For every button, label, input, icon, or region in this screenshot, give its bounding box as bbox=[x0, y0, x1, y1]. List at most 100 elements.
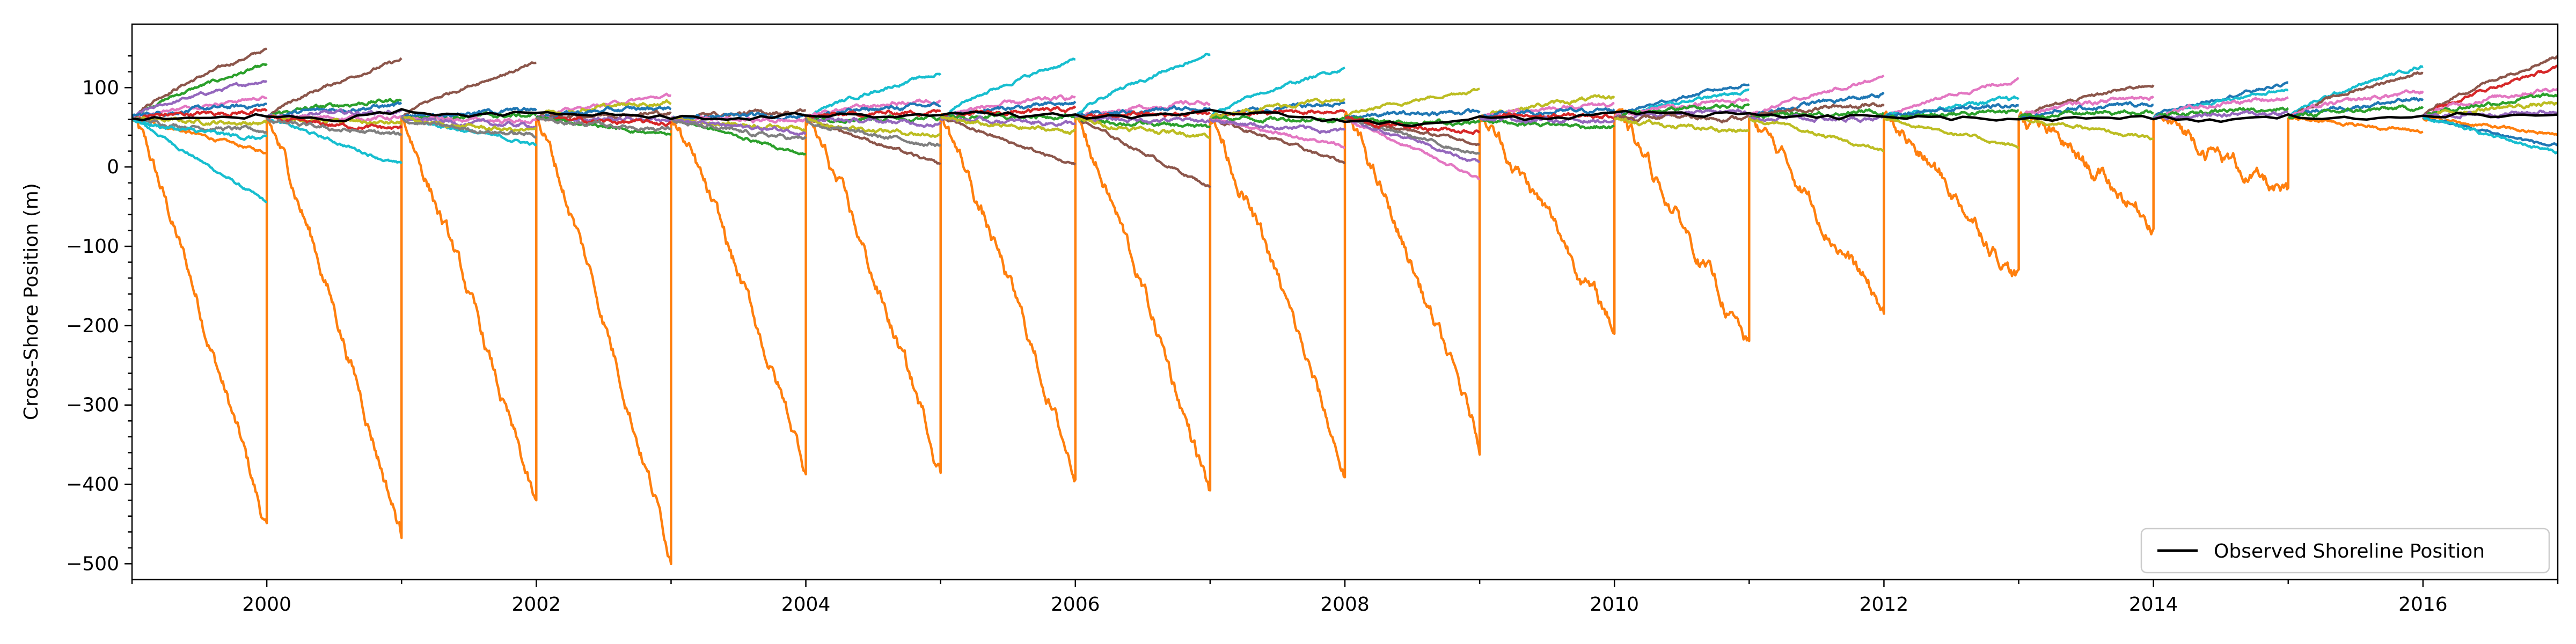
forecast-line-2001-pink-5 bbox=[400, 114, 537, 125]
x-tick-label: 2016 bbox=[2398, 594, 2448, 616]
y-tick-label: 0 bbox=[107, 156, 119, 178]
forecast-line-2002-olive-2 bbox=[536, 99, 672, 120]
forecast-line-2013-green-4 bbox=[2018, 109, 2154, 120]
y-axis: 100 0 −100 −200 −300 −400 −500 bbox=[66, 55, 132, 575]
forecast-line-2011-brown-3 bbox=[1748, 102, 1885, 119]
legend-observed-label: Observed Shoreline Position bbox=[2214, 540, 2485, 562]
y-tick-label: −500 bbox=[66, 553, 119, 575]
forecast-line-2010-olive-7 bbox=[1613, 116, 1750, 133]
y-tick-label: 100 bbox=[82, 77, 119, 99]
forecast-line-2004-cyan-1 bbox=[804, 72, 942, 119]
forecast-line-1999-orange-0 bbox=[132, 117, 268, 525]
forecast-line-2016-brown-0 bbox=[2421, 55, 2558, 119]
forecast-line-1999-purple-5 bbox=[132, 79, 268, 119]
forecast-line-2015-orange-0 bbox=[2287, 116, 2424, 134]
x-tick-label: 2002 bbox=[512, 594, 561, 616]
forecast-line-2003-orange-0 bbox=[670, 117, 807, 475]
forecast-line-2001-orange-0 bbox=[401, 116, 538, 502]
forecast-line-2016-green-3 bbox=[2422, 92, 2558, 120]
forecast-line-2016-red-1 bbox=[2422, 64, 2558, 119]
forecast-line-2014-orange-0 bbox=[2153, 113, 2290, 192]
forecast-line-2015-pink-3 bbox=[2287, 89, 2424, 119]
forecast-line-2006-orange-0 bbox=[1074, 113, 1212, 492]
forecast-line-2012-pink-1 bbox=[1884, 77, 2019, 119]
forecast-line-2000-red-8 bbox=[266, 115, 403, 131]
y-tick-label: −300 bbox=[66, 394, 119, 416]
forecast-line-2016-purple-5 bbox=[2421, 109, 2558, 120]
forecast-line-2013-brown-1 bbox=[2018, 84, 2155, 119]
forecast-line-1999-brown-3 bbox=[132, 47, 268, 119]
forecast-line-2016-olive-4 bbox=[2422, 101, 2558, 119]
x-tick-label: 2012 bbox=[1860, 594, 1909, 616]
forecast-line-2013-pink-2 bbox=[2018, 95, 2155, 119]
x-tick-label: 2010 bbox=[1590, 594, 1639, 616]
legend-box bbox=[2140, 528, 2550, 574]
forecast-line-2010-green-4 bbox=[1614, 103, 1750, 119]
forecast-line-2007-brown-2 bbox=[1210, 116, 1345, 164]
x-tick-label: 2008 bbox=[1320, 594, 1370, 616]
forecast-line-2007-purple-7 bbox=[1209, 117, 1346, 134]
forecast-line-2000-brown-2 bbox=[266, 57, 402, 119]
forecast-line-2004-gray-9 bbox=[804, 117, 941, 148]
x-axis: 2000 2002 2004 2006 2008 2010 2012 2014 2016 bbox=[131, 580, 2559, 616]
forecast-line-2008-green-7 bbox=[1344, 115, 1481, 127]
forecast-line-2005-pink-3 bbox=[940, 94, 1076, 120]
forecast-line-2004-olive-8 bbox=[805, 116, 941, 138]
forecast-line-2004-orange-0 bbox=[804, 118, 942, 474]
forecast-line-2005-olive-8 bbox=[940, 115, 1076, 135]
forecast-line-2000-orange-0 bbox=[266, 117, 403, 539]
forecast-line-2008-orange-0 bbox=[1343, 111, 1481, 456]
forecast-line-2010-brown-6 bbox=[1614, 111, 1750, 124]
x-tick-label: 2000 bbox=[242, 594, 291, 616]
forecast-line-2014-green-4 bbox=[2153, 106, 2289, 120]
forecast-line-2009-orange-0 bbox=[1479, 115, 1616, 335]
forecast-line-2011-blue-2 bbox=[1748, 92, 1885, 120]
y-axis-label: Cross-Shore Position (m) bbox=[20, 183, 42, 420]
forecast-line-2006-brown-2 bbox=[1075, 116, 1211, 189]
forecast-line-2007-cyan-1 bbox=[1209, 67, 1345, 119]
forecast-line-1999-gray-10 bbox=[132, 116, 267, 134]
forecast-line-2002-orange-0 bbox=[536, 116, 672, 566]
forecast-line-1999-red-8 bbox=[132, 108, 268, 120]
forecast-line-2011-pink-1 bbox=[1748, 74, 1885, 119]
forecast-line-2002-gray-8 bbox=[536, 116, 672, 132]
forecast-line-2013-olive-5 bbox=[2017, 117, 2154, 141]
forecast-line-1999-orange-2 bbox=[132, 115, 267, 155]
forecast-line-2016-cyan-8 bbox=[2423, 116, 2558, 155]
forecast-line-2000-olive-7 bbox=[266, 114, 402, 125]
forecast-line-2009-blue-3 bbox=[1479, 107, 1615, 119]
forecast-line-2002-red-6 bbox=[536, 115, 672, 127]
forecast-line-2006-purple-7 bbox=[1074, 115, 1211, 125]
forecast-line-2015-cyan-1 bbox=[2287, 65, 2424, 119]
forecast-line-2014-purple-5 bbox=[2153, 109, 2289, 121]
forecast-line-2006-cyan-1 bbox=[1074, 53, 1211, 119]
forecast-line-1999-cyan-11 bbox=[132, 117, 267, 141]
forecast-line-2012-olive-5 bbox=[1883, 117, 2019, 150]
forecast-line-2001-gray-8 bbox=[401, 116, 537, 139]
forecast-line-2007-orange-0 bbox=[1209, 118, 1346, 479]
forecast-line-2008-blue-5 bbox=[1344, 108, 1481, 120]
forecast-line-2016-blue-7 bbox=[2422, 116, 2558, 147]
forecast-line-2000-blue-4 bbox=[266, 101, 402, 119]
forecast-line-2005-cyan-1 bbox=[940, 57, 1076, 119]
forecast-line-2010-blue-1 bbox=[1614, 83, 1750, 119]
forecast-line-2015-green-5 bbox=[2287, 104, 2424, 120]
x-tick-label: 2004 bbox=[781, 594, 831, 616]
forecast-line-2005-green-6 bbox=[940, 112, 1077, 122]
forecast-line-2013-blue-3 bbox=[2017, 101, 2154, 121]
observed-shoreline-line bbox=[132, 108, 2558, 127]
forecast-line-2012-orange-0 bbox=[1883, 110, 2020, 277]
legend: Observed Shoreline Position bbox=[2140, 528, 2550, 574]
x-tick-label: 2014 bbox=[2129, 594, 2178, 616]
forecast-line-2005-brown-2 bbox=[940, 116, 1076, 166]
x-tick-label: 2006 bbox=[1051, 594, 1100, 616]
series-layer bbox=[132, 47, 2558, 566]
forecast-line-2008-olive-2 bbox=[1344, 87, 1480, 119]
forecast-line-2012-green-4 bbox=[1883, 108, 2019, 121]
forecast-line-2004-blue-4 bbox=[804, 101, 941, 120]
y-tick-label: −400 bbox=[66, 474, 119, 496]
forecast-line-2000-gray-9 bbox=[266, 117, 402, 136]
forecast-line-1999-cyan-1 bbox=[132, 116, 267, 203]
forecast-line-2005-orange-0 bbox=[939, 113, 1077, 482]
